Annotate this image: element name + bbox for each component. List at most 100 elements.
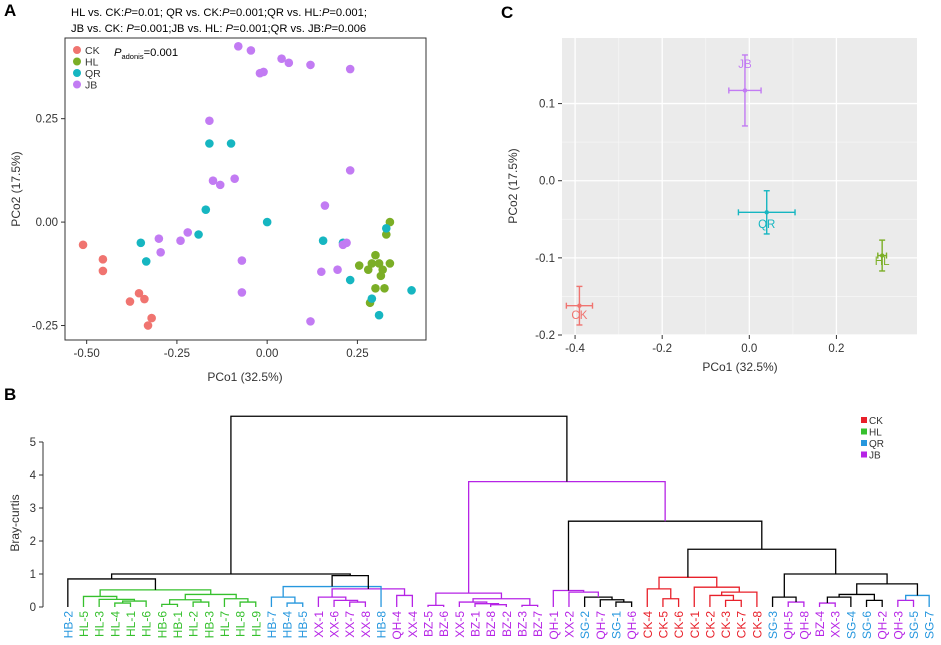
leaf-label: HL-3 <box>93 611 107 637</box>
y-tick-label: -0.25 <box>32 321 58 333</box>
y-tick-label: -0.1 <box>535 253 555 265</box>
leaf-label: SG-1 <box>609 611 623 639</box>
dendrogram-link <box>787 601 805 607</box>
leaf-label: HB-6 <box>155 611 169 639</box>
leaf-label: HB-7 <box>265 611 279 639</box>
dendrogram-link <box>615 601 633 607</box>
leaf-label: HL-6 <box>140 611 154 637</box>
leaf-label: CK-8 <box>750 611 764 639</box>
panel-c-y-axis-label: PCo2 (17.5%) <box>506 148 520 223</box>
leaf-label: XX-8 <box>359 611 373 638</box>
text-segment: HL vs. CK: <box>71 7 124 19</box>
panel-letter-a: A <box>4 1 16 20</box>
leaf-label: QH-5 <box>782 611 796 640</box>
leaf-label: QH-1 <box>547 611 561 640</box>
y-tick-label: 0.0 <box>539 176 555 188</box>
leaf-label: BZ-1 <box>469 611 483 637</box>
point-hl <box>367 259 377 268</box>
point-jb <box>215 180 225 190</box>
leaf-label: HB-8 <box>375 611 389 639</box>
leaf-label: BZ-4 <box>813 611 827 637</box>
point-hl <box>363 265 373 274</box>
point-hl <box>371 250 380 260</box>
point-jb <box>237 256 247 265</box>
point-jb <box>230 174 239 183</box>
dendrogram-link <box>270 596 296 607</box>
leaf-label: HB-4 <box>281 611 295 639</box>
leaf-label: XX-4 <box>406 611 420 638</box>
panel-letter-b: B <box>4 385 16 404</box>
dendrogram-link <box>646 588 672 607</box>
leaf-label: XX-1 <box>312 611 326 638</box>
leaf-label: XX-5 <box>453 611 467 638</box>
legend-label-qr: QR <box>85 68 101 80</box>
x-tick-label: 0.25 <box>346 348 368 360</box>
text-segment: P <box>124 7 132 19</box>
text-segment: = <box>229 7 236 19</box>
legend-marker-ck <box>73 46 81 54</box>
leaf-label: QH-6 <box>625 611 639 640</box>
leaf-label: CK-1 <box>688 611 702 639</box>
leaf-label: XX-2 <box>562 611 576 638</box>
dendrogram-link <box>349 601 367 607</box>
panel-c-x-axis-label: PCo1 (32.5%) <box>702 360 777 374</box>
leaf-label: HL-7 <box>218 611 232 637</box>
text-segment: P <box>322 7 330 19</box>
x-tick-label: -0.4 <box>565 343 585 355</box>
point-qr <box>262 217 272 227</box>
leaf-label: HB-3 <box>202 611 216 639</box>
y-tick-label: 2 <box>30 536 36 548</box>
x-tick-label: -0.50 <box>74 348 100 360</box>
point-jb <box>183 228 193 237</box>
legend-label-ck: CK <box>85 45 100 57</box>
dendrogram-link <box>396 594 414 607</box>
dendrogram-link <box>818 602 836 607</box>
leaf-label: CK-7 <box>735 611 749 639</box>
stat-line-1: HL vs. CK:P=0.01; QR vs. CK:P=0.001;QR v… <box>71 7 367 19</box>
dendrogram-link <box>905 594 930 607</box>
point-jb <box>154 234 164 243</box>
point-jb <box>208 176 218 186</box>
dendrogram-link <box>474 603 500 607</box>
leaf-label: BZ-6 <box>437 611 451 637</box>
y-tick-label: 1 <box>30 569 36 581</box>
point-qr <box>407 286 416 295</box>
y-tick-label: 5 <box>30 437 36 449</box>
text-segment: = <box>329 7 336 19</box>
point-jb <box>342 238 351 248</box>
legend-label-ck: CK <box>869 416 883 427</box>
leaf-label: CK-4 <box>641 611 655 639</box>
point-jb <box>345 166 355 175</box>
leaf-label: XX-3 <box>829 611 843 638</box>
leaf-label: SG-7 <box>923 611 937 639</box>
point-jb <box>156 247 165 257</box>
centroid-label-jb: JB <box>738 59 752 71</box>
y-tick-label: 0.25 <box>36 114 58 126</box>
text-segment: 0.006 <box>338 23 366 35</box>
point-qr <box>226 139 236 148</box>
centroid-qr <box>764 210 769 215</box>
point-qr <box>201 205 211 214</box>
y-tick-label: 0.00 <box>36 217 58 229</box>
point-qr <box>374 310 384 320</box>
text-segment: JB vs. CK: <box>71 23 126 35</box>
leaf-label: CK-5 <box>656 611 670 639</box>
leaf-label: BZ-2 <box>500 611 514 637</box>
legend-label-jb: JB <box>869 451 881 462</box>
point-jb <box>277 54 286 63</box>
dendrogram-link <box>161 603 179 607</box>
dendrogram-link <box>490 604 507 607</box>
legend-label-jb: JB <box>85 80 97 92</box>
leaf-label: XX-7 <box>343 611 357 638</box>
text-segment: = <box>134 23 141 35</box>
point-qr <box>318 236 328 246</box>
text-segment: 0.001; <box>336 7 367 19</box>
dendrogram-link <box>709 594 735 607</box>
dendrogram-link <box>331 588 406 598</box>
dendrogram-link <box>192 601 210 607</box>
leaf-label: HB-5 <box>296 611 310 639</box>
dendrogram-link <box>67 578 157 607</box>
point-hl <box>371 283 380 293</box>
dendrogram-link <box>467 480 666 594</box>
